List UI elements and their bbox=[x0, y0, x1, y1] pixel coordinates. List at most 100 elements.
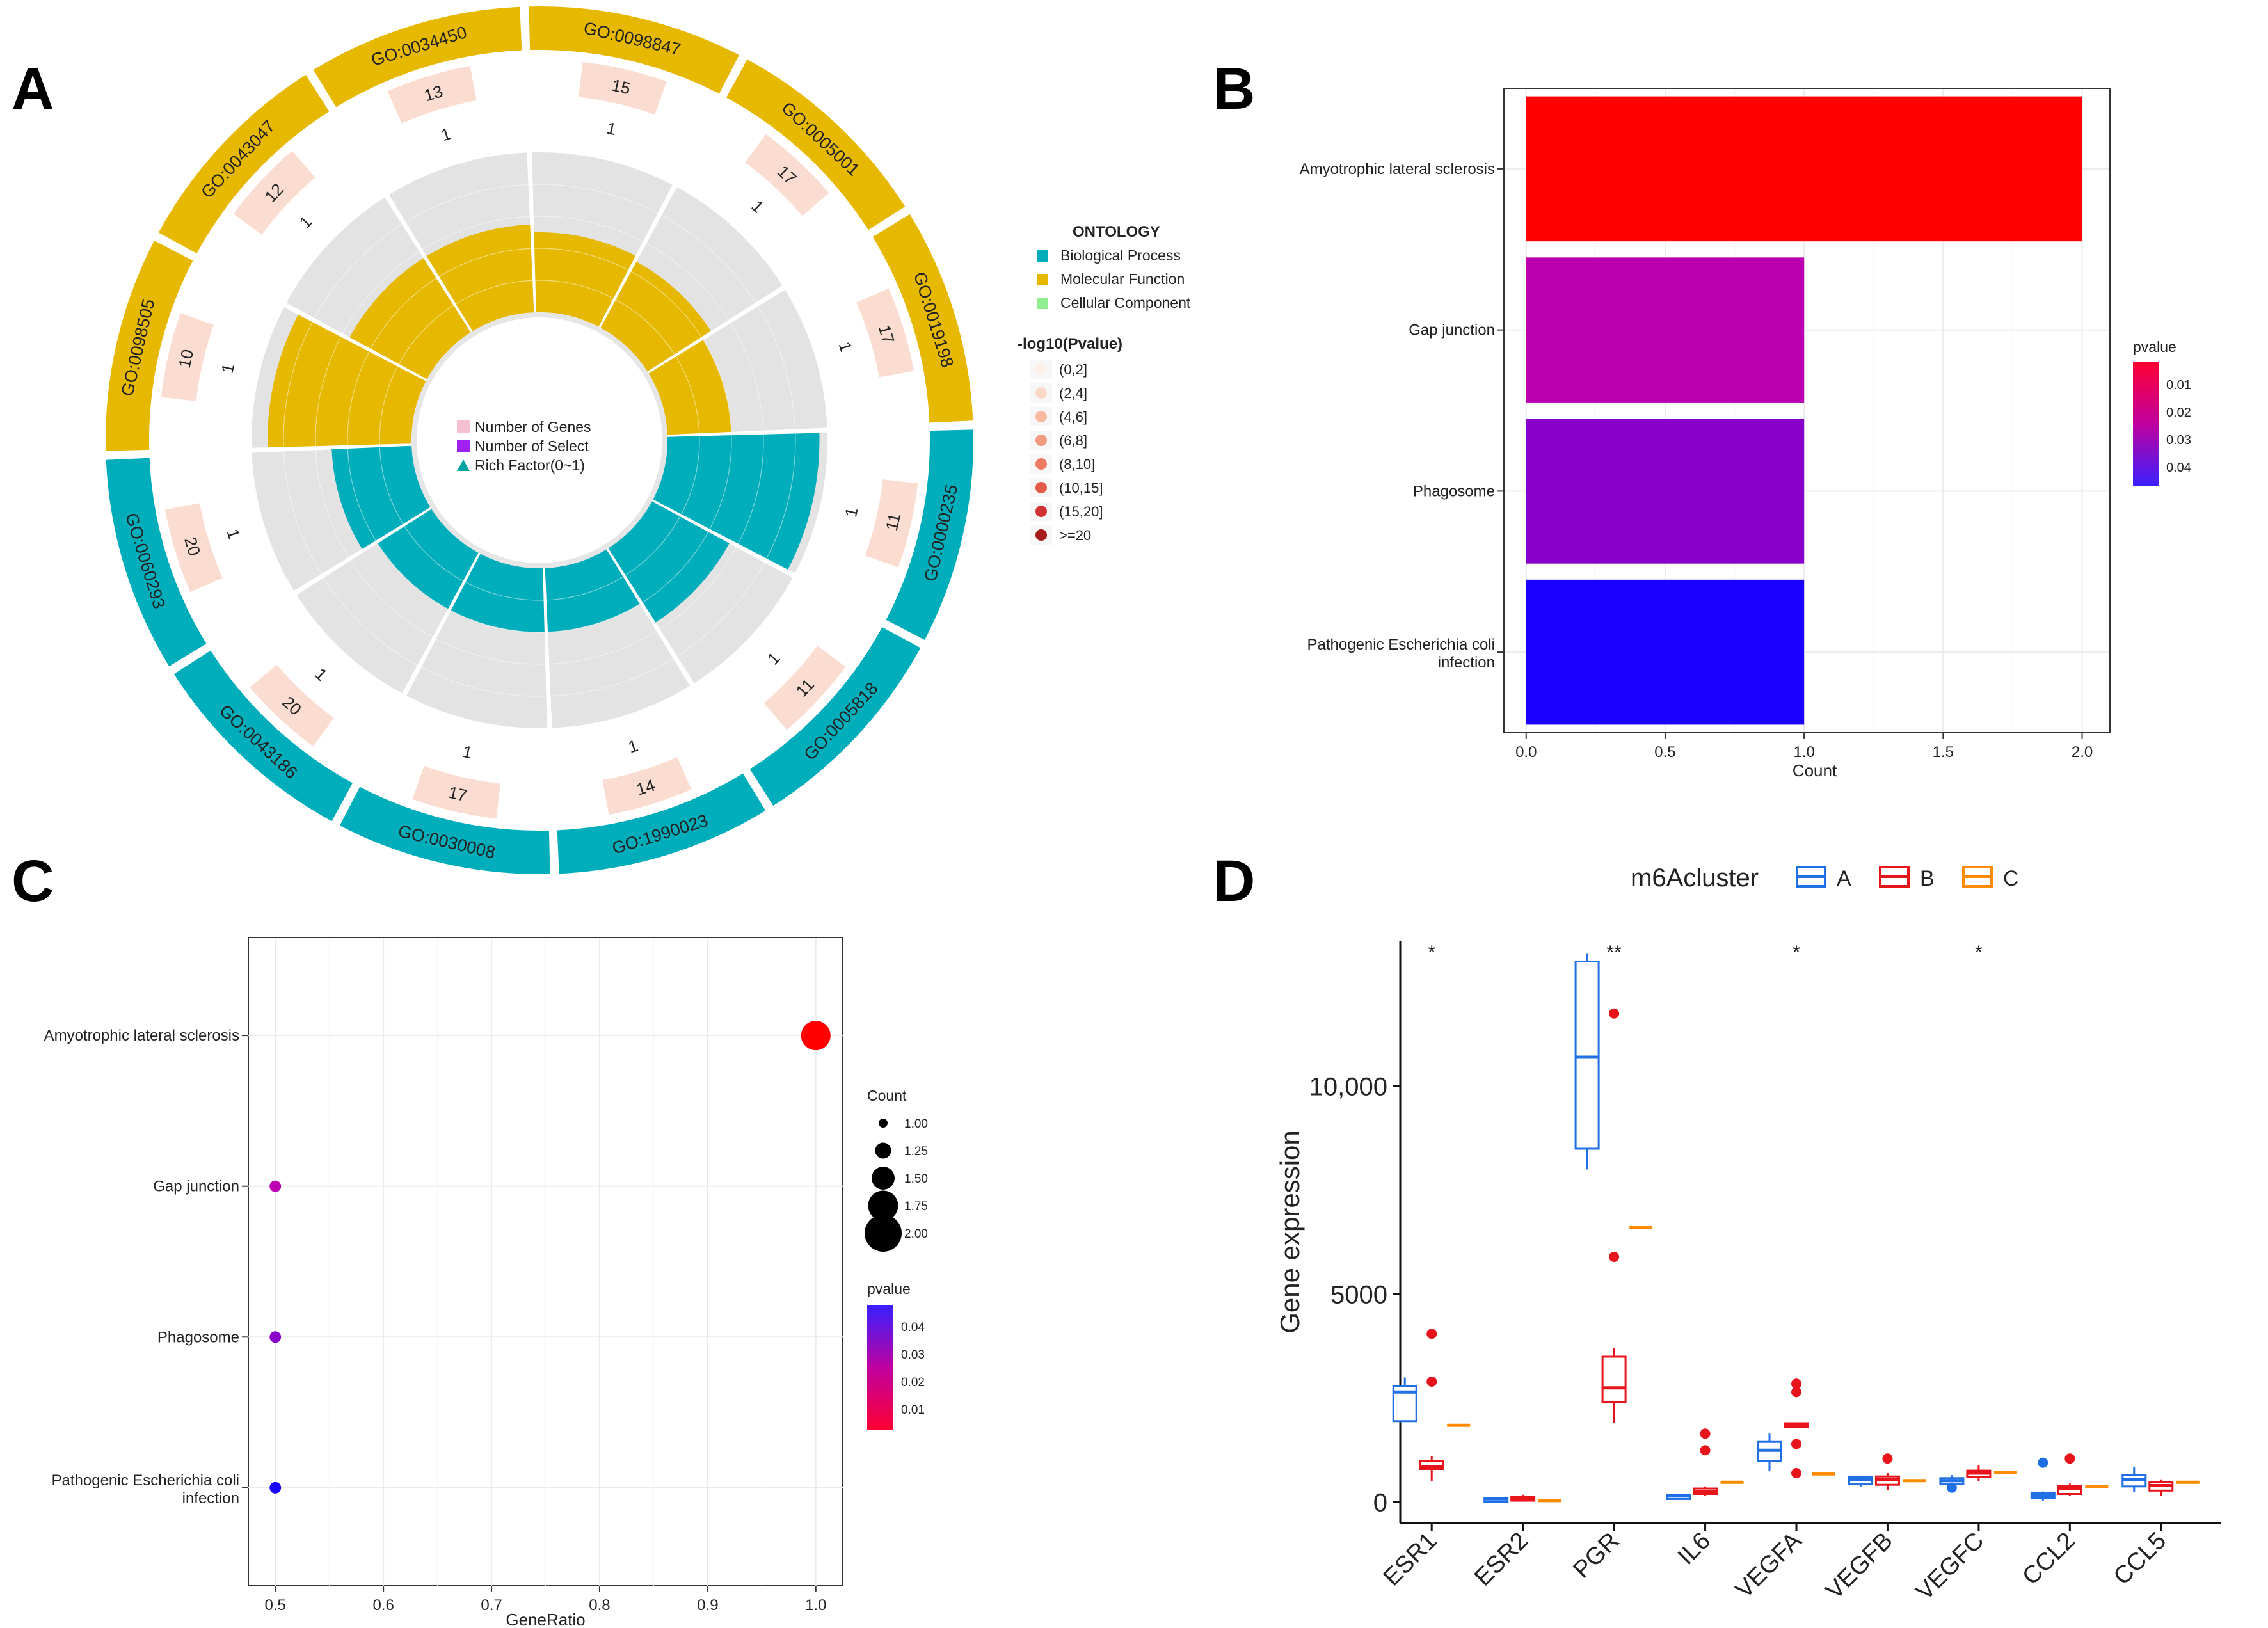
select-count-label: 1 bbox=[461, 742, 474, 762]
panel-label-a: A bbox=[12, 56, 54, 122]
gene-count-band bbox=[161, 313, 214, 401]
y-axis-title: Gene expression bbox=[1275, 1130, 1305, 1334]
count-legend-dot bbox=[872, 1167, 895, 1190]
outlier bbox=[1700, 1445, 1711, 1456]
outlier bbox=[1426, 1329, 1437, 1339]
y-tick-label: 5000 bbox=[1330, 1281, 1387, 1309]
grid-ring bbox=[283, 184, 796, 697]
legend-title: m6Acluster bbox=[1631, 864, 1759, 892]
x-tick-label: 0.7 bbox=[481, 1597, 502, 1614]
pvalue-legend-label: >=20 bbox=[1059, 527, 1091, 543]
x-tick-label: 0.9 bbox=[697, 1597, 718, 1614]
ontology-legend-swatch bbox=[1037, 250, 1048, 262]
kegg-bar-chart: Amyotrophic lateral sclerosis Gap junctio… bbox=[1300, 88, 2191, 780]
x-tick-label: CCL2 bbox=[2017, 1528, 2080, 1590]
x-tick-label: IL6 bbox=[1673, 1528, 1716, 1570]
category-label: Pathogenic Escherichia coli bbox=[1307, 636, 1496, 653]
x-tick-label: 0.0 bbox=[1515, 744, 1537, 761]
significance-label: * bbox=[1428, 942, 1435, 963]
rich-factor-bar bbox=[608, 501, 730, 623]
center-legend-label: Number of Select bbox=[475, 438, 589, 454]
ontology-ring-segment bbox=[726, 59, 906, 230]
category-label: Gap junction bbox=[1409, 322, 1495, 339]
gene-count-band bbox=[250, 664, 334, 747]
x-tick-label: 1.5 bbox=[1933, 744, 1954, 761]
select-count-label: 1 bbox=[626, 736, 641, 757]
select-count-label: 1 bbox=[223, 527, 244, 541]
outlier bbox=[2064, 1453, 2075, 1464]
count-legend-dot bbox=[865, 1215, 902, 1252]
bar bbox=[1526, 257, 1805, 403]
x-tick-label: VEGFB bbox=[1821, 1528, 1898, 1605]
select-count-label: 1 bbox=[218, 362, 238, 375]
pvalue-legend-dot bbox=[1035, 482, 1047, 493]
colorbar-tick-label: 0.03 bbox=[901, 1348, 925, 1362]
rich-factor-bar bbox=[534, 232, 636, 327]
x-tick-label: VEGFA bbox=[1730, 1527, 1807, 1604]
select-count-label: 1 bbox=[295, 212, 315, 232]
legend-title: pvalue bbox=[2133, 339, 2176, 355]
pvalue-legend-label: (2,4] bbox=[1059, 385, 1087, 401]
category-label: Gap junction bbox=[153, 1178, 239, 1195]
center-legend-label: Number of Genes bbox=[475, 419, 591, 435]
category-label: infection bbox=[182, 1490, 239, 1507]
data-point bbox=[269, 1331, 282, 1343]
outlier bbox=[1791, 1378, 1801, 1389]
x-tick-label: 0.6 bbox=[372, 1597, 394, 1614]
pvalue-legend-label: (0,2] bbox=[1059, 362, 1087, 378]
bar bbox=[1526, 96, 2082, 242]
colorbar-tick-label: 0.02 bbox=[901, 1376, 925, 1389]
count-legend-dot bbox=[868, 1190, 898, 1221]
box bbox=[1601, 1355, 1627, 1403]
pvalue-legend-dot bbox=[1035, 529, 1047, 541]
x-tick-label: 0.5 bbox=[265, 1597, 286, 1614]
category-label: Phagosome bbox=[1413, 483, 1495, 500]
rich-factor-bar bbox=[648, 340, 731, 435]
colorbar bbox=[867, 1305, 893, 1430]
significance-label: * bbox=[1975, 942, 1983, 963]
x-tick-label: 0.8 bbox=[589, 1597, 610, 1614]
ontology-legend-swatch bbox=[1037, 274, 1048, 285]
legend-label: A bbox=[1837, 866, 1851, 891]
data-point bbox=[269, 1180, 282, 1192]
pvalue-legend-dot bbox=[1035, 458, 1047, 470]
pvalue-legend-label: (4,6] bbox=[1059, 409, 1087, 425]
ontology-ring-segment bbox=[886, 429, 973, 641]
select-count-label: 1 bbox=[835, 340, 856, 355]
gene-legend-swatch bbox=[457, 420, 470, 433]
category-label: Amyotrophic lateral sclerosis bbox=[44, 1027, 239, 1044]
significance-label: * bbox=[1793, 942, 1800, 963]
panel-label-d: D bbox=[1213, 849, 1255, 914]
ontology-ring-segment bbox=[313, 6, 522, 108]
select-count-label: 1 bbox=[763, 648, 784, 668]
ontology-legend-label: Cellular Component bbox=[1060, 294, 1191, 311]
select-count-label: 1 bbox=[605, 118, 618, 139]
count-legend-label: 1.00 bbox=[904, 1117, 928, 1131]
grid-ring bbox=[347, 248, 732, 633]
x-tick-label: ESR2 bbox=[1469, 1528, 1533, 1592]
pvalue-legend-label: (10,15] bbox=[1059, 480, 1103, 496]
x-tick-label: 0.5 bbox=[1654, 744, 1675, 761]
category-label: infection bbox=[1438, 654, 1495, 671]
plot-frame-top bbox=[1503, 88, 2111, 733]
x-tick-label: 2.0 bbox=[2072, 744, 2093, 761]
ontology-ring-segment bbox=[872, 214, 973, 423]
rich-factor-bar bbox=[451, 554, 545, 632]
category-label: Phagosome bbox=[157, 1329, 239, 1346]
outlier bbox=[1609, 1252, 1620, 1262]
ontology-ring-segment bbox=[158, 74, 330, 253]
ontology-legend-title: ONTOLOGY bbox=[1073, 223, 1160, 241]
ontology-ring-segment bbox=[749, 627, 921, 806]
gene-count-band bbox=[856, 288, 914, 378]
outlier bbox=[1882, 1453, 1893, 1464]
gene-count-band bbox=[745, 134, 829, 216]
gene-count-band bbox=[164, 503, 223, 593]
category-label: Amyotrophic lateral sclerosis bbox=[1300, 161, 1495, 178]
pvalue-legend-label: (8,10] bbox=[1059, 456, 1095, 472]
go-circle-legend: ONTOLOGY Biological Process Molecular Func… bbox=[1018, 223, 1191, 545]
pvalue-legend-title: pvalue bbox=[867, 1281, 911, 1297]
count-legend-label: 1.75 bbox=[904, 1200, 928, 1213]
pvalue-legend-label: (6,8] bbox=[1059, 433, 1087, 449]
gene-expression-boxplot: 0 5000 10,000 Gene expression m6Acluster A B C E… bbox=[1275, 864, 2221, 1606]
ontology-ring-segment bbox=[339, 786, 550, 874]
